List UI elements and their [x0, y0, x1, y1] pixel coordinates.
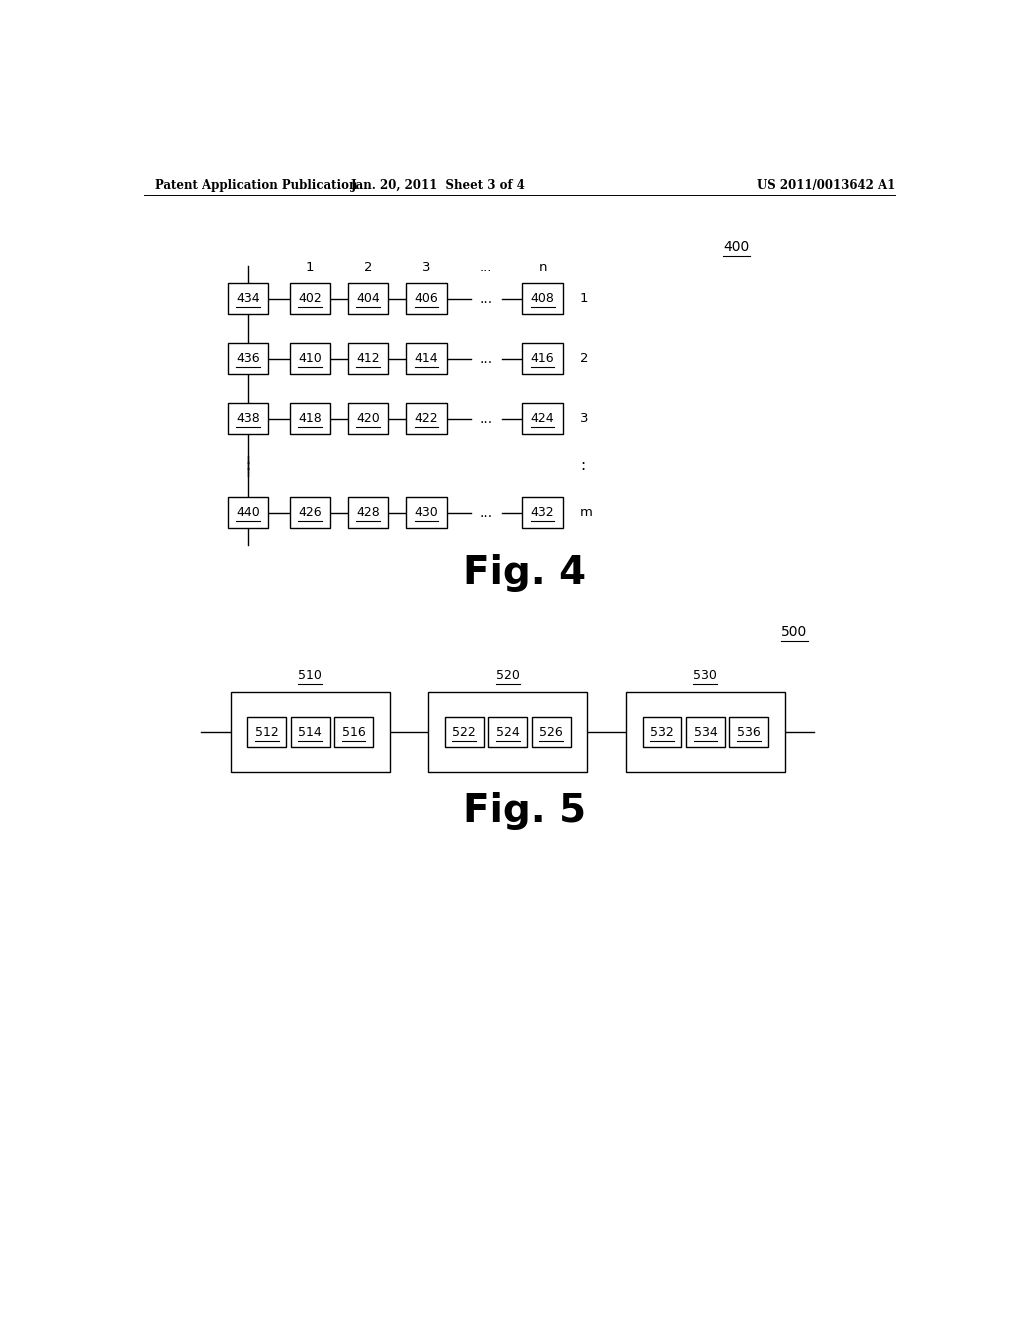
Text: 426: 426 [298, 506, 322, 519]
FancyBboxPatch shape [522, 498, 563, 528]
Text: 412: 412 [356, 352, 380, 366]
Text: 420: 420 [356, 412, 380, 425]
Text: 510: 510 [298, 669, 323, 681]
FancyBboxPatch shape [348, 498, 388, 528]
Text: ...: ... [480, 261, 493, 275]
Text: 526: 526 [540, 726, 563, 739]
Text: 430: 430 [415, 506, 438, 519]
FancyBboxPatch shape [228, 284, 268, 314]
Text: 440: 440 [237, 506, 260, 519]
FancyBboxPatch shape [291, 717, 330, 747]
FancyBboxPatch shape [290, 498, 331, 528]
FancyBboxPatch shape [626, 692, 784, 772]
Text: US 2011/0013642 A1: US 2011/0013642 A1 [757, 178, 895, 191]
FancyBboxPatch shape [228, 404, 268, 434]
Text: 428: 428 [356, 506, 380, 519]
FancyBboxPatch shape [445, 717, 483, 747]
Text: 1: 1 [306, 261, 314, 275]
FancyBboxPatch shape [407, 404, 446, 434]
Text: Fig. 5: Fig. 5 [463, 792, 587, 830]
Text: 524: 524 [496, 726, 519, 739]
FancyBboxPatch shape [729, 717, 768, 747]
Text: 2: 2 [364, 261, 373, 275]
FancyBboxPatch shape [348, 343, 388, 374]
FancyBboxPatch shape [407, 343, 446, 374]
FancyBboxPatch shape [531, 717, 570, 747]
Text: 400: 400 [723, 240, 750, 253]
FancyBboxPatch shape [686, 717, 725, 747]
Text: 500: 500 [781, 624, 808, 639]
Text: 434: 434 [237, 292, 260, 305]
FancyBboxPatch shape [522, 404, 563, 434]
Text: 3: 3 [580, 412, 589, 425]
Text: 414: 414 [415, 352, 438, 366]
FancyBboxPatch shape [248, 717, 286, 747]
FancyBboxPatch shape [348, 404, 388, 434]
FancyBboxPatch shape [290, 404, 331, 434]
Text: 404: 404 [356, 292, 380, 305]
Text: 534: 534 [693, 726, 717, 739]
FancyBboxPatch shape [290, 343, 331, 374]
Text: 530: 530 [693, 669, 718, 681]
Text: 408: 408 [530, 292, 555, 305]
FancyBboxPatch shape [228, 498, 268, 528]
FancyBboxPatch shape [522, 284, 563, 314]
Text: 516: 516 [342, 726, 366, 739]
Text: 536: 536 [737, 726, 761, 739]
Text: ...: ... [479, 292, 493, 305]
Text: :: : [580, 458, 585, 473]
FancyBboxPatch shape [348, 284, 388, 314]
Text: 532: 532 [650, 726, 674, 739]
Text: 402: 402 [298, 292, 322, 305]
FancyBboxPatch shape [488, 717, 527, 747]
Text: ...: ... [479, 506, 493, 520]
Text: 512: 512 [255, 726, 279, 739]
Text: 436: 436 [237, 352, 260, 366]
FancyBboxPatch shape [643, 717, 681, 747]
Text: n: n [539, 261, 547, 275]
Text: 2: 2 [580, 352, 589, 366]
Text: 3: 3 [422, 261, 431, 275]
FancyBboxPatch shape [428, 692, 587, 772]
Text: :: : [246, 458, 251, 473]
Text: Patent Application Publication: Patent Application Publication [155, 178, 357, 191]
Text: 422: 422 [415, 412, 438, 425]
Text: 410: 410 [298, 352, 322, 366]
Text: 520: 520 [496, 669, 520, 681]
FancyBboxPatch shape [290, 284, 331, 314]
Text: 514: 514 [298, 726, 322, 739]
FancyBboxPatch shape [230, 692, 389, 772]
Text: Jan. 20, 2011  Sheet 3 of 4: Jan. 20, 2011 Sheet 3 of 4 [350, 178, 525, 191]
Text: 424: 424 [530, 412, 554, 425]
FancyBboxPatch shape [407, 284, 446, 314]
Text: 438: 438 [237, 412, 260, 425]
Text: 406: 406 [415, 292, 438, 305]
Text: 416: 416 [530, 352, 554, 366]
Text: 432: 432 [530, 506, 554, 519]
FancyBboxPatch shape [334, 717, 373, 747]
Text: 522: 522 [453, 726, 476, 739]
FancyBboxPatch shape [228, 343, 268, 374]
Text: ...: ... [479, 351, 493, 366]
FancyBboxPatch shape [407, 498, 446, 528]
Text: Fig. 4: Fig. 4 [463, 553, 587, 591]
Text: m: m [580, 506, 593, 519]
Text: ...: ... [479, 412, 493, 425]
Text: 1: 1 [580, 292, 589, 305]
FancyBboxPatch shape [522, 343, 563, 374]
Text: 418: 418 [298, 412, 322, 425]
